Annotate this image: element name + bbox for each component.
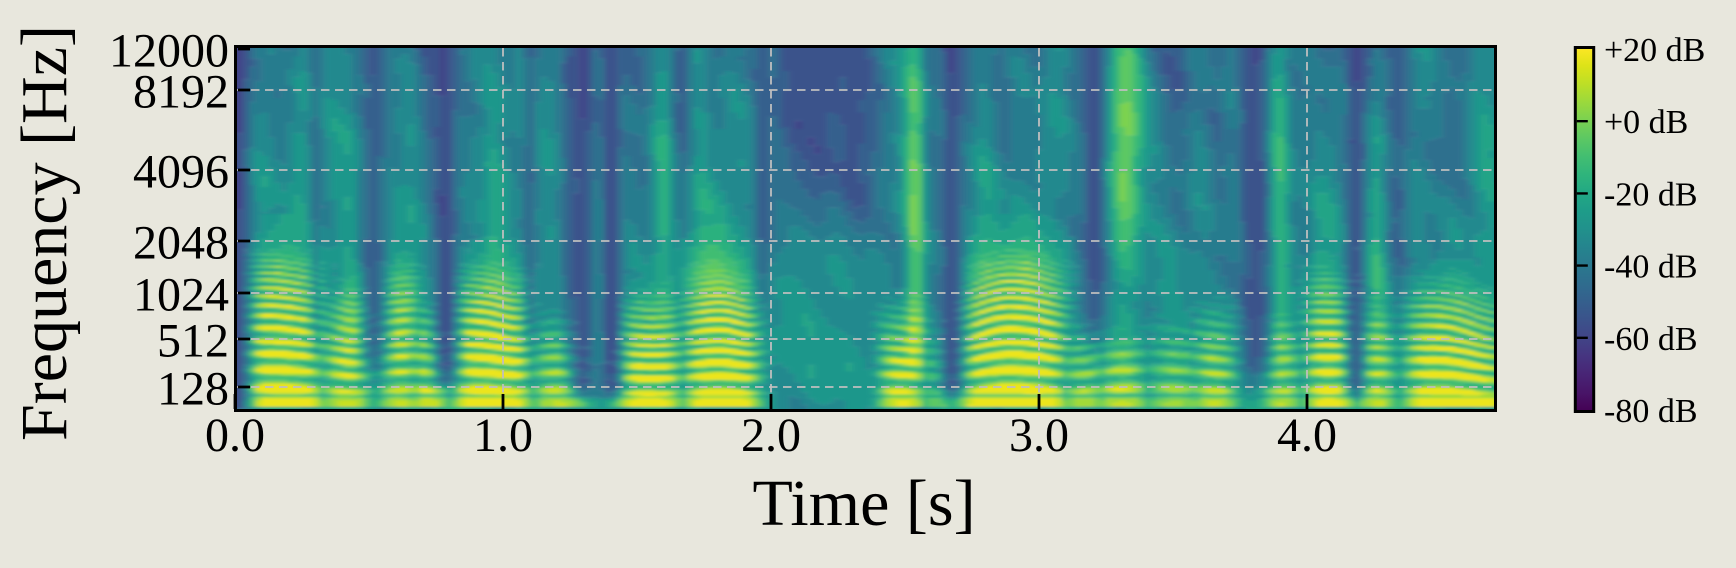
svg-text:-40 dB: -40 dB [1604,249,1698,286]
svg-text:2048: 2048 [133,217,229,270]
svg-text:Frequency [Hz]: Frequency [Hz] [8,25,81,441]
svg-text:8192: 8192 [133,66,229,119]
svg-text:3.0: 3.0 [1009,409,1069,462]
svg-text:0.0: 0.0 [205,409,265,462]
svg-text:12000: 12000 [109,25,229,78]
svg-text:+20 dB: +20 dB [1604,32,1705,69]
svg-text:1.0: 1.0 [473,409,533,462]
svg-text:2.0: 2.0 [741,409,801,462]
svg-text:1024: 1024 [133,269,229,322]
svg-text:+0 dB: +0 dB [1604,104,1688,141]
svg-text:4096: 4096 [133,146,229,199]
svg-text:128: 128 [157,363,229,416]
svg-text:-60 dB: -60 dB [1604,321,1698,358]
svg-text:4.0: 4.0 [1277,409,1337,462]
svg-text:Time [s]: Time [s] [752,467,975,540]
svg-text:512: 512 [157,315,229,368]
svg-text:-80 dB: -80 dB [1604,393,1698,430]
svg-text:-20 dB: -20 dB [1604,176,1698,213]
